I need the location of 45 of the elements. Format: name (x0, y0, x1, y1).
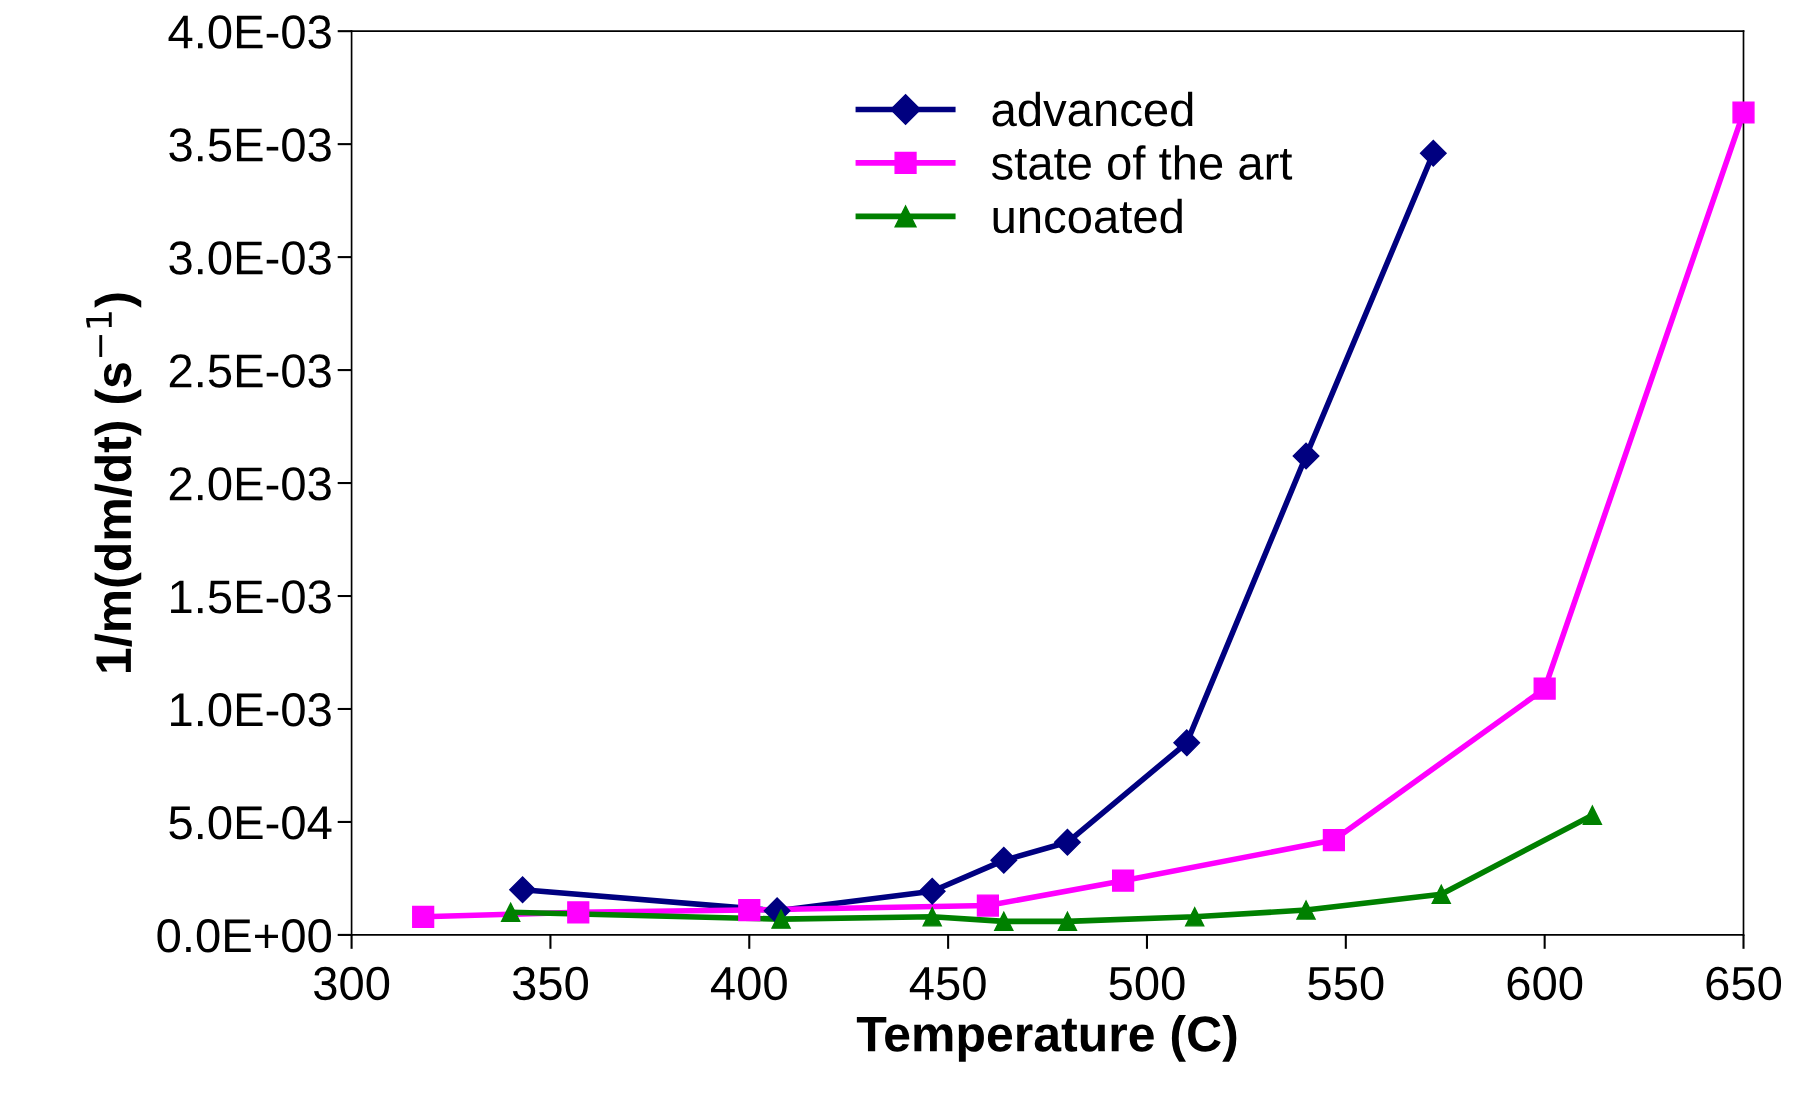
point (500, 902, 521, 923)
point (1419, 139, 1447, 167)
point (1111, 869, 1135, 892)
point (990, 846, 1018, 874)
point (1057, 911, 1078, 932)
point (509, 876, 537, 904)
y-tick-label: 1.5E-03 (171, 580, 331, 614)
y-tick-label: 1.0E-03 (171, 693, 331, 727)
point (1296, 900, 1316, 920)
point (1184, 907, 1205, 927)
y-axis-title: 1/m(dm/dt) (s$^{−1}$) (86, 293, 142, 672)
y-tick-label: 5.0E-04 (169, 806, 332, 840)
y-tick-label: 4.0E-03 (168, 15, 331, 49)
point (1732, 101, 1755, 124)
y-tick-label: 2.5E-03 (169, 354, 331, 388)
point (412, 905, 435, 928)
x-tick-label: 650 (1706, 966, 1782, 1001)
point (976, 894, 1000, 917)
point (1173, 729, 1201, 757)
legend-label: state of the art (991, 145, 1293, 180)
x-tick-label: 500 (1109, 966, 1185, 1001)
legend-label: uncoated (993, 198, 1182, 234)
x-tick-label: 350 (512, 966, 588, 1001)
y-tick-label: 3.5E-03 (169, 128, 331, 162)
x-tick-label: 400 (710, 966, 787, 1001)
x-tick-label: 300 (314, 966, 390, 1001)
point (738, 898, 761, 922)
legend-label: advanced (992, 91, 1193, 127)
point (1431, 884, 1451, 904)
point (994, 911, 1014, 932)
y-tick-label: 0.0E+00 (157, 919, 331, 953)
y-tick-label: 2.0E-03 (169, 467, 331, 501)
point (1053, 828, 1081, 856)
x-axis-title: Temperature (C) (856, 1015, 1237, 1062)
point (1533, 677, 1556, 700)
point (922, 907, 942, 927)
point (1322, 828, 1345, 852)
point (1582, 805, 1603, 825)
point (1292, 442, 1320, 470)
x-tick-label: 550 (1308, 966, 1384, 1001)
point (918, 877, 946, 905)
point (567, 901, 590, 924)
x-tick-label: 450 (909, 966, 986, 1001)
x-tick-label: 600 (1507, 966, 1583, 1001)
y-tick-label: 3.0E-03 (169, 241, 331, 275)
